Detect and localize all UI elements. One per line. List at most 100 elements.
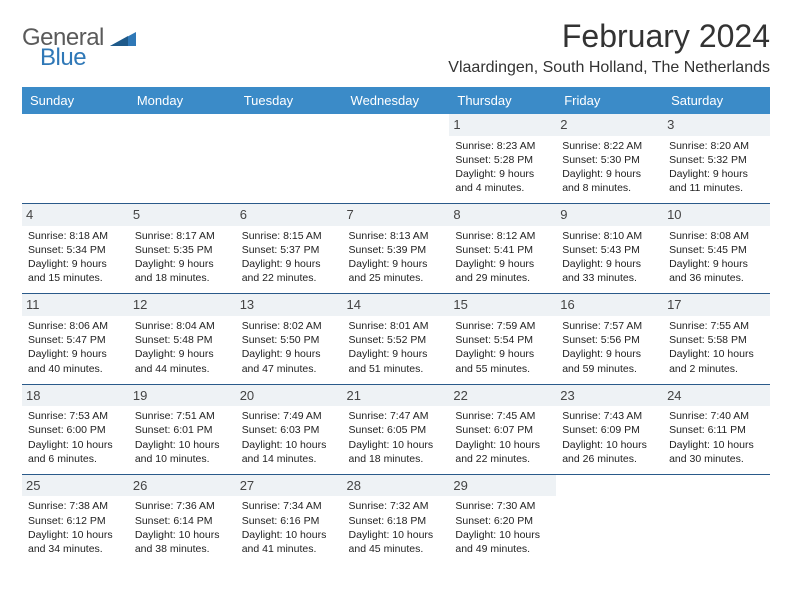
calendar-day-cell: 7Sunrise: 8:13 AMSunset: 5:39 PMDaylight…: [343, 204, 450, 294]
calendar-day-cell: 14 Sunrise: 8:01 AMSunset: 5:52 PMDayligh…: [343, 294, 450, 384]
calendar-day-cell: 23Sunrise: 7:43 AMSunset: 6:09 PMDayligh…: [556, 384, 663, 474]
calendar-day-cell: 22Sunrise: 7:45 AMSunset: 6:07 PMDayligh…: [449, 384, 556, 474]
day-sunrise: Sunrise: 8:06 AM: [28, 319, 123, 333]
calendar-week-row: 1Sunrise: 8:23 AMSunset: 5:28 PMDaylight…: [22, 114, 770, 204]
day-number: 19: [129, 385, 236, 407]
day-day1: Daylight: 10 hours: [455, 438, 550, 452]
calendar-table: SundayMondayTuesdayWednesdayThursdayFrid…: [22, 87, 770, 564]
day-sunrise: Sunrise: 8:01 AM: [349, 319, 444, 333]
day-number: 21: [343, 385, 450, 407]
day-number: 12: [129, 294, 236, 316]
calendar-day-cell: 16Sunrise: 7:57 AMSunset: 5:56 PMDayligh…: [556, 294, 663, 384]
calendar-day-cell: 10Sunrise: 8:08 AMSunset: 5:45 PMDayligh…: [663, 204, 770, 294]
day-sunset: Sunset: 6:07 PM: [455, 423, 550, 437]
day-day1: Daylight: 9 hours: [669, 167, 764, 181]
day-sunrise: Sunrise: 7:47 AM: [349, 409, 444, 423]
day-day1: Daylight: 9 hours: [349, 347, 444, 361]
calendar-day-cell: 9Sunrise: 8:10 AMSunset: 5:43 PMDaylight…: [556, 204, 663, 294]
day-sunset: Sunset: 5:52 PM: [349, 333, 444, 347]
header: General Blue February 2024 Vlaardingen, …: [22, 18, 770, 77]
day-day2: and 11 minutes.: [669, 181, 764, 195]
day-day2: and 51 minutes.: [349, 362, 444, 376]
calendar-day-cell: 24Sunrise: 7:40 AMSunset: 6:11 PMDayligh…: [663, 384, 770, 474]
day-sunrise: Sunrise: 7:57 AM: [562, 319, 657, 333]
day-sunset: Sunset: 5:30 PM: [562, 153, 657, 167]
day-sunrise: Sunrise: 8:13 AM: [349, 229, 444, 243]
day-day2: and 6 minutes.: [28, 452, 123, 466]
day-day1: Daylight: 9 hours: [562, 347, 657, 361]
day-empty: [22, 114, 129, 136]
day-sunset: Sunset: 5:56 PM: [562, 333, 657, 347]
day-sunrise: Sunrise: 7:43 AM: [562, 409, 657, 423]
day-day2: and 10 minutes.: [135, 452, 230, 466]
day-day2: and 41 minutes.: [242, 542, 337, 556]
day-day1: Daylight: 9 hours: [135, 347, 230, 361]
day-day2: and 29 minutes.: [455, 271, 550, 285]
day-day2: and 33 minutes.: [562, 271, 657, 285]
day-day2: and 47 minutes.: [242, 362, 337, 376]
day-number: 17: [663, 294, 770, 316]
day-sunrise: Sunrise: 7:30 AM: [455, 499, 550, 513]
day-sunset: Sunset: 6:03 PM: [242, 423, 337, 437]
day-number: 23: [556, 385, 663, 407]
day-sunset: Sunset: 5:50 PM: [242, 333, 337, 347]
day-number: 3: [663, 114, 770, 136]
day-day2: and 22 minutes.: [242, 271, 337, 285]
day-sunset: Sunset: 6:09 PM: [562, 423, 657, 437]
calendar-day-cell: 13Sunrise: 8:02 AMSunset: 5:50 PMDayligh…: [236, 294, 343, 384]
day-day2: and 8 minutes.: [562, 181, 657, 195]
day-sunset: Sunset: 6:01 PM: [135, 423, 230, 437]
day-sunset: Sunset: 6:05 PM: [349, 423, 444, 437]
day-day2: and 25 minutes.: [349, 271, 444, 285]
day-day1: Daylight: 9 hours: [562, 257, 657, 271]
day-day1: Daylight: 10 hours: [135, 438, 230, 452]
day-sunset: Sunset: 5:43 PM: [562, 243, 657, 257]
day-day1: Daylight: 10 hours: [135, 528, 230, 542]
day-day2: and 4 minutes.: [455, 181, 550, 195]
location-subtitle: Vlaardingen, South Holland, The Netherla…: [448, 59, 770, 77]
day-number: 27: [236, 475, 343, 497]
day-day2: and 26 minutes.: [562, 452, 657, 466]
weekday-header: Tuesday: [236, 87, 343, 114]
calendar-week-row: 18Sunrise: 7:53 AMSunset: 6:00 PMDayligh…: [22, 384, 770, 474]
calendar-day-cell: [663, 474, 770, 564]
day-number: 14: [343, 294, 450, 316]
day-day2: and 18 minutes.: [349, 452, 444, 466]
day-sunset: Sunset: 6:16 PM: [242, 514, 337, 528]
day-empty: [663, 475, 770, 497]
day-sunrise: Sunrise: 8:12 AM: [455, 229, 550, 243]
calendar-day-cell: 21Sunrise: 7:47 AMSunset: 6:05 PMDayligh…: [343, 384, 450, 474]
calendar-day-cell: 25Sunrise: 7:38 AMSunset: 6:12 PMDayligh…: [22, 474, 129, 564]
day-sunset: Sunset: 5:35 PM: [135, 243, 230, 257]
day-number: 15: [449, 294, 556, 316]
weekday-header: Wednesday: [343, 87, 450, 114]
day-sunset: Sunset: 5:58 PM: [669, 333, 764, 347]
day-day2: and 34 minutes.: [28, 542, 123, 556]
day-day1: Daylight: 9 hours: [455, 347, 550, 361]
day-day2: and 30 minutes.: [669, 452, 764, 466]
weekday-header: Saturday: [663, 87, 770, 114]
day-sunset: Sunset: 5:34 PM: [28, 243, 123, 257]
day-sunset: Sunset: 5:47 PM: [28, 333, 123, 347]
day-number: 20: [236, 385, 343, 407]
day-number: 1: [449, 114, 556, 136]
day-day2: and 55 minutes.: [455, 362, 550, 376]
calendar-day-cell: [22, 114, 129, 204]
day-day1: Daylight: 10 hours: [28, 528, 123, 542]
day-sunrise: Sunrise: 7:36 AM: [135, 499, 230, 513]
day-number: 28: [343, 475, 450, 497]
day-sunrise: Sunrise: 8:08 AM: [669, 229, 764, 243]
day-sunrise: Sunrise: 8:10 AM: [562, 229, 657, 243]
calendar-header-row: SundayMondayTuesdayWednesdayThursdayFrid…: [22, 87, 770, 114]
calendar-day-cell: 6Sunrise: 8:15 AMSunset: 5:37 PMDaylight…: [236, 204, 343, 294]
day-sunrise: Sunrise: 8:17 AM: [135, 229, 230, 243]
day-number: 24: [663, 385, 770, 407]
weekday-header: Thursday: [449, 87, 556, 114]
day-number: 18: [22, 385, 129, 407]
day-sunset: Sunset: 6:14 PM: [135, 514, 230, 528]
day-day1: Daylight: 9 hours: [349, 257, 444, 271]
day-sunrise: Sunrise: 8:20 AM: [669, 139, 764, 153]
day-sunrise: Sunrise: 7:45 AM: [455, 409, 550, 423]
calendar-week-row: 4Sunrise: 8:18 AMSunset: 5:34 PMDaylight…: [22, 204, 770, 294]
day-number: 7: [343, 204, 450, 226]
